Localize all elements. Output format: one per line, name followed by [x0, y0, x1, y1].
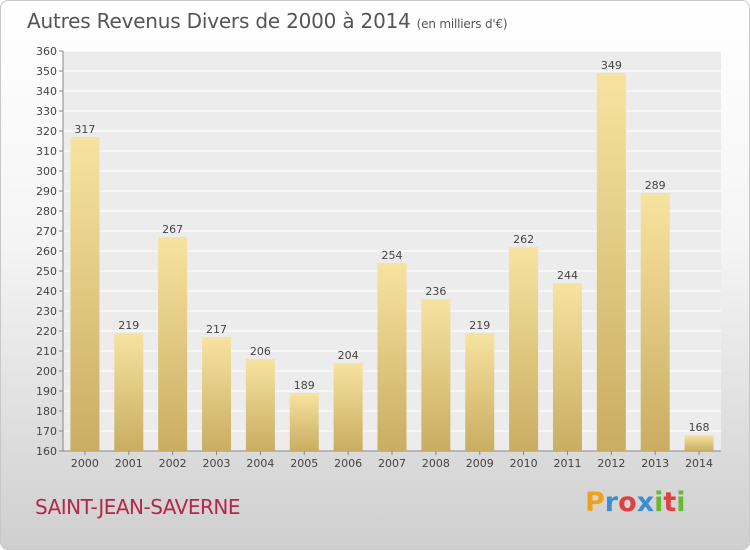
y-tick-label: 230: [36, 305, 57, 318]
x-tick-label: 2014: [685, 457, 713, 470]
bar: [114, 333, 144, 451]
y-tick-label: 200: [36, 365, 57, 378]
y-tick-label: 160: [36, 445, 57, 458]
bar-value-label: 289: [645, 179, 666, 192]
x-tick-label: 2000: [71, 457, 99, 470]
bar: [684, 435, 714, 451]
x-tick-label: 2003: [203, 457, 231, 470]
x-tick-label: 2002: [159, 457, 187, 470]
bar: [596, 73, 626, 451]
bar: [509, 247, 539, 451]
bar-value-label: 219: [469, 319, 490, 332]
bar-value-label: 204: [338, 349, 359, 362]
x-tick-label: 2005: [290, 457, 318, 470]
x-tick-label: 2008: [422, 457, 450, 470]
bar-value-label: 317: [74, 123, 95, 136]
bar-value-label: 189: [294, 379, 315, 392]
bar-value-label: 168: [689, 421, 710, 434]
x-tick-label: 2007: [378, 457, 406, 470]
y-tick-label: 340: [36, 85, 57, 98]
bar-value-label: 262: [513, 233, 534, 246]
y-tick-label: 320: [36, 125, 57, 138]
y-tick-label: 290: [36, 185, 57, 198]
bar: [202, 337, 232, 451]
x-tick-label: 2011: [553, 457, 581, 470]
chart-subtitle: (en milliers d'€): [416, 17, 508, 31]
y-tick-label: 330: [36, 105, 57, 118]
bar-value-label: 244: [557, 269, 578, 282]
x-tick-label: 2006: [334, 457, 362, 470]
commune-name: SAINT-JEAN-SAVERNE: [35, 495, 241, 519]
chart-title: Autres Revenus Divers de 2000 à 2014 (en …: [27, 9, 508, 33]
y-tick-label: 180: [36, 405, 57, 418]
y-tick-label: 220: [36, 325, 57, 338]
y-tick-label: 350: [36, 65, 57, 78]
bar-value-label: 267: [162, 223, 183, 236]
x-tick-label: 2004: [246, 457, 274, 470]
bar-value-label: 219: [118, 319, 139, 332]
x-tick-label: 2012: [597, 457, 625, 470]
bar-value-label: 236: [425, 285, 446, 298]
bar: [289, 393, 319, 451]
y-tick-label: 170: [36, 425, 57, 438]
bar: [465, 333, 495, 451]
bar-value-label: 349: [601, 59, 622, 72]
bar-value-label: 217: [206, 323, 227, 336]
bar: [70, 137, 100, 451]
proxiti-logo: Proxiti: [585, 487, 686, 518]
y-tick-label: 190: [36, 385, 57, 398]
bar: [158, 237, 188, 451]
x-tick-label: 2013: [641, 457, 669, 470]
y-tick-label: 310: [36, 145, 57, 158]
bar: [552, 283, 582, 451]
y-tick-label: 300: [36, 165, 57, 178]
y-tick-label: 250: [36, 265, 57, 278]
x-tick-label: 2009: [466, 457, 494, 470]
chart-title-text: Autres Revenus Divers de 2000 à 2014: [27, 9, 411, 33]
y-tick-label: 280: [36, 205, 57, 218]
x-tick-label: 2010: [510, 457, 538, 470]
bar: [640, 193, 670, 451]
bar: [333, 363, 363, 451]
y-tick-label: 270: [36, 225, 57, 238]
y-tick-label: 260: [36, 245, 57, 258]
y-tick-label: 360: [36, 45, 57, 58]
bar-value-label: 206: [250, 345, 271, 358]
bar: [245, 359, 275, 451]
bar-value-label: 254: [382, 249, 403, 262]
y-tick-label: 240: [36, 285, 57, 298]
y-tick-label: 210: [36, 345, 57, 358]
x-tick-label: 2001: [115, 457, 143, 470]
bar: [421, 299, 451, 451]
bar: [377, 263, 407, 451]
